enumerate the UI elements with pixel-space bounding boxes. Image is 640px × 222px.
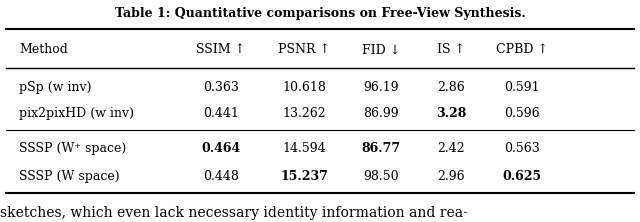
Text: 10.618: 10.618 [282,81,326,94]
Text: 2.96: 2.96 [437,170,465,183]
Text: Method: Method [19,44,68,56]
Text: pix2pixHD (w inv): pix2pixHD (w inv) [19,107,134,120]
Text: 96.19: 96.19 [363,81,399,94]
Text: IS ↑: IS ↑ [437,44,465,56]
Text: 0.441: 0.441 [203,107,239,120]
Text: 2.86: 2.86 [437,81,465,94]
Text: 0.591: 0.591 [504,81,540,94]
Text: 86.77: 86.77 [361,142,401,155]
Text: 0.448: 0.448 [203,170,239,183]
Text: 98.50: 98.50 [363,170,399,183]
Text: CPBD ↑: CPBD ↑ [495,44,548,56]
Text: SSSP (W space): SSSP (W space) [19,170,120,183]
Text: 0.563: 0.563 [504,142,540,155]
Text: 14.594: 14.594 [282,142,326,155]
Text: 0.464: 0.464 [201,142,241,155]
Text: 0.363: 0.363 [203,81,239,94]
Text: 0.596: 0.596 [504,107,540,120]
Text: pSp (w inv): pSp (w inv) [19,81,92,94]
Text: PSNR ↑: PSNR ↑ [278,44,330,56]
Text: 13.262: 13.262 [282,107,326,120]
Text: sketches, which even lack necessary identity information and rea-: sketches, which even lack necessary iden… [0,206,468,220]
Text: SSSP (W⁺ space): SSSP (W⁺ space) [19,142,127,155]
Text: 3.28: 3.28 [436,107,467,120]
Text: 15.237: 15.237 [280,170,328,183]
Text: SSIM ↑: SSIM ↑ [196,44,245,56]
Text: Table 1: Quantitative comparisons on Free-View Synthesis.: Table 1: Quantitative comparisons on Fre… [115,7,525,20]
Text: 86.99: 86.99 [363,107,399,120]
Text: FID ↓: FID ↓ [362,44,400,56]
Text: 2.42: 2.42 [437,142,465,155]
Text: 0.625: 0.625 [502,170,541,183]
